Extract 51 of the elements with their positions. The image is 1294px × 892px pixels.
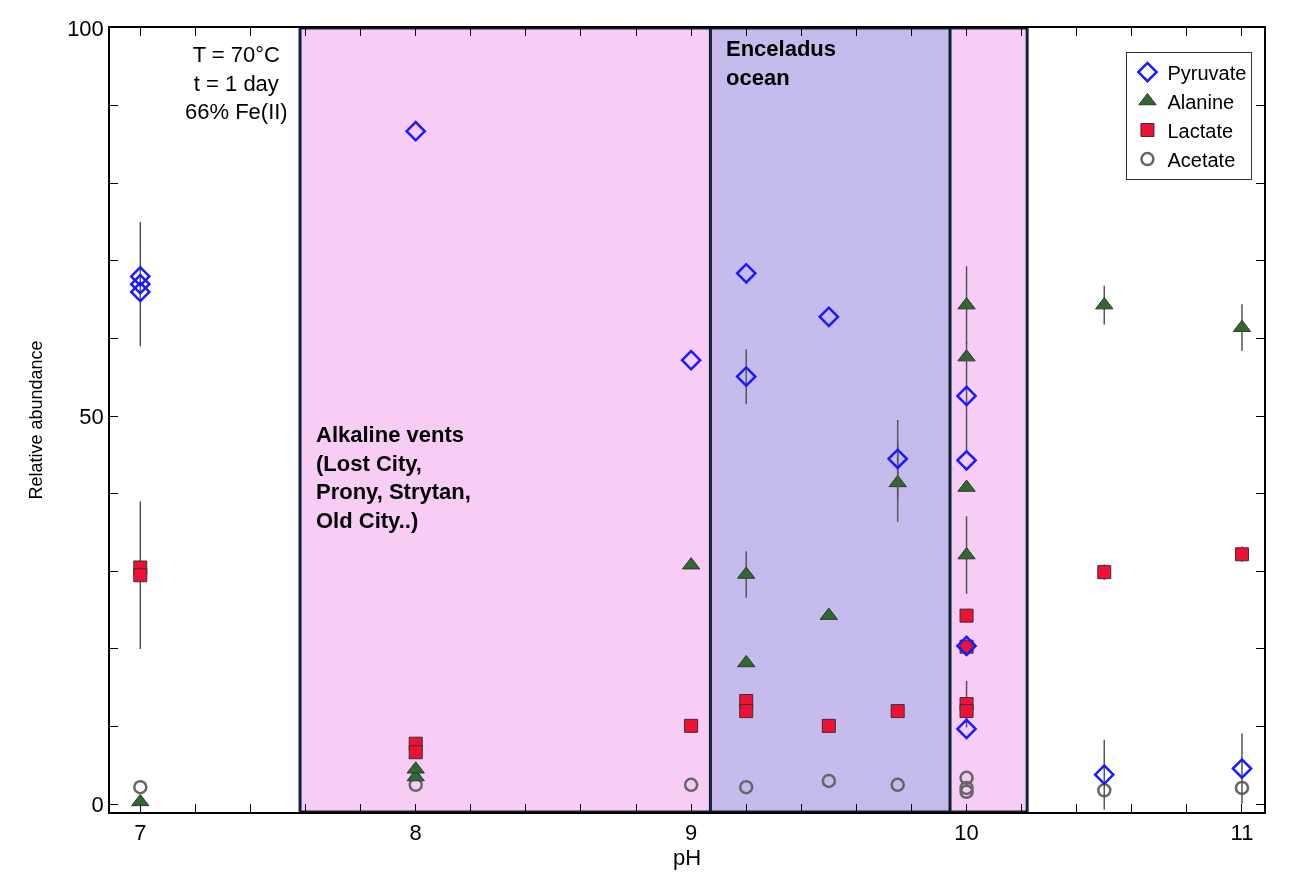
point <box>821 773 837 789</box>
legend-label: Pyruvate <box>1167 61 1247 84</box>
point <box>735 262 757 284</box>
point <box>956 718 977 740</box>
point <box>959 704 974 719</box>
point <box>738 779 754 795</box>
point <box>956 385 977 407</box>
band-label: Enceladus ocean <box>726 36 837 90</box>
x-axis-title: pH <box>672 845 702 871</box>
x-tick-label: 11 <box>1230 820 1254 846</box>
point <box>408 745 423 760</box>
x-tick-label: 8 <box>409 820 422 846</box>
x-tick-label: 7 <box>134 820 147 846</box>
point <box>821 718 836 733</box>
legend-label: Lactate <box>1167 119 1234 142</box>
point <box>890 704 905 719</box>
legend-label: Alanine <box>1167 90 1235 113</box>
y-tick-label: 0 <box>91 791 104 817</box>
point <box>959 784 974 800</box>
point <box>129 266 151 287</box>
legend-label: Acetate <box>1167 148 1236 171</box>
point <box>129 281 151 303</box>
point <box>1097 565 1112 580</box>
point <box>684 718 699 733</box>
point <box>680 349 702 371</box>
point <box>129 273 151 295</box>
point <box>131 793 150 807</box>
point <box>737 654 756 668</box>
y-axis-title: Relative abundance <box>25 340 46 500</box>
y-tick-label: 100 <box>67 15 104 41</box>
x-tick-label: 10 <box>954 820 979 846</box>
point <box>739 704 754 719</box>
point <box>959 780 974 796</box>
y-tick-label: 50 <box>79 403 104 429</box>
point <box>1093 764 1115 786</box>
band-label: Alkaline vents (Lost City, Prony, Strytan, Old City..) <box>316 422 471 533</box>
point <box>887 448 909 470</box>
annotation: T = 70°C t = 1 day 66% Fe(II) <box>185 42 288 125</box>
point <box>959 608 974 623</box>
point <box>683 777 699 793</box>
point <box>133 568 148 583</box>
point <box>890 777 905 793</box>
point <box>133 779 148 795</box>
point <box>1234 547 1249 562</box>
point <box>959 770 974 786</box>
point <box>956 450 977 471</box>
point <box>405 120 427 142</box>
point <box>1231 758 1253 779</box>
x-tick-label: 9 <box>685 820 698 846</box>
point <box>818 306 840 328</box>
point <box>735 366 757 387</box>
